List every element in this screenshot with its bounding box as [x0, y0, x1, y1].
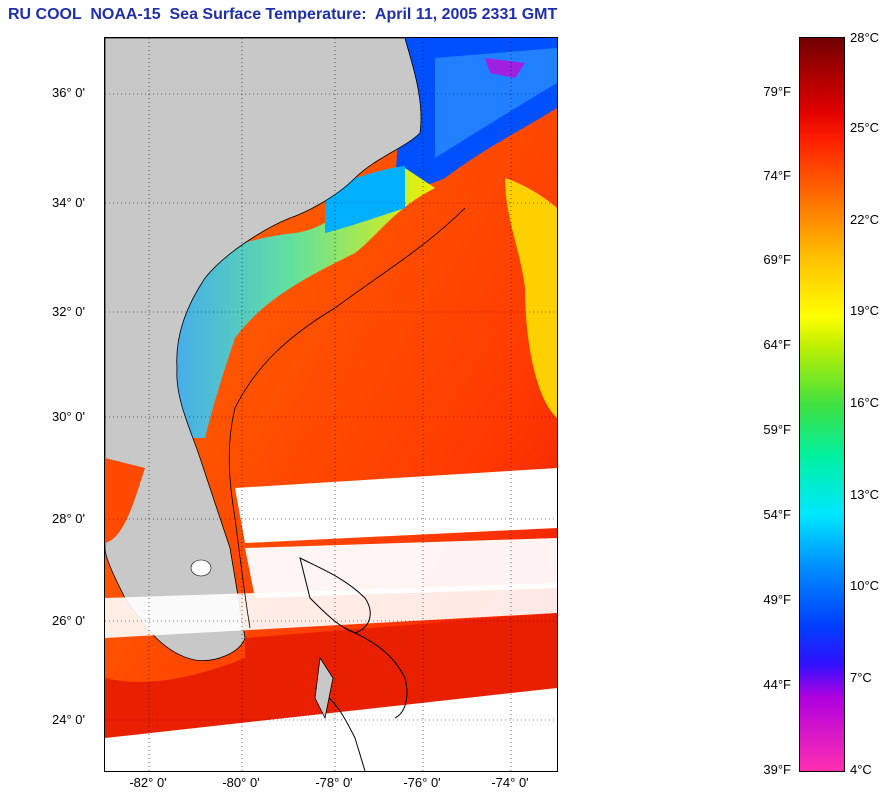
colorbar-fahrenheit-74: 74°F — [763, 168, 791, 183]
map-gridlines — [105, 38, 557, 771]
lat-label-34: 34° 0' — [52, 195, 85, 210]
sst-map[interactable] — [104, 37, 558, 772]
map-title: RU COOL NOAA-15 Sea Surface Temperature:… — [8, 6, 558, 23]
lat-label-36: 36° 0' — [52, 85, 85, 100]
isobath-line — [228, 207, 466, 629]
lon-label-78: -78° 0' — [315, 775, 353, 790]
lake-okeechobee — [190, 559, 212, 577]
colorbar-fahrenheit-44: 44°F — [763, 677, 791, 692]
bahamas-islands — [299, 557, 371, 634]
cloud-band-4 — [105, 688, 557, 771]
colorbar-celsius-25: 25°C — [850, 120, 880, 135]
lon-label-80: -80° 0' — [222, 775, 260, 790]
colorbar-fahrenheit-64: 64°F — [763, 337, 791, 352]
cloud-band-2 — [245, 538, 557, 598]
colorbar-celsius-7: 7°C — [850, 670, 872, 685]
colorbar-fahrenheit-49: 49°F — [763, 592, 791, 607]
cloud-band-3 — [105, 583, 557, 638]
lat-label-26: 26° 0' — [52, 613, 85, 628]
lon-label-76: -76° 0' — [403, 775, 441, 790]
colorbar-fahrenheit-59: 59°F — [763, 422, 791, 437]
colorbar-celsius-10: 10°C — [850, 578, 880, 593]
gulf-water — [105, 458, 145, 543]
colorbar-celsius-19: 19°C — [850, 303, 880, 318]
colorbar-fahrenheit-69: 69°F — [763, 252, 791, 267]
colorbar-celsius-22: 22°C — [850, 212, 880, 227]
color-scale-bar — [799, 37, 845, 772]
colorbar-celsius-28: 28°C — [850, 30, 880, 45]
colorbar-celsius-16: 16°C — [850, 395, 880, 410]
colorbar-fahrenheit-54: 54°F — [763, 507, 791, 522]
lon-label-82: -82° 0' — [129, 775, 167, 790]
lat-label-30: 30° 0' — [52, 409, 85, 424]
cloud-band-1 — [235, 468, 557, 543]
colorbar-fahrenheit-39: 39°F — [763, 762, 791, 777]
colorbar-celsius-4: 4°C — [850, 762, 872, 777]
sst-map-svg — [105, 38, 557, 771]
lat-label-28: 28° 0' — [52, 511, 85, 526]
colorbar-celsius-13: 13°C — [850, 487, 880, 502]
lat-label-24: 24° 0' — [52, 712, 85, 727]
andros-island — [314, 656, 334, 720]
cool-water-north-2 — [435, 48, 557, 158]
land-mass — [105, 38, 422, 661]
magenta-patch — [485, 58, 525, 78]
shelf-water — [145, 168, 435, 438]
lat-label-32: 32° 0' — [52, 304, 85, 319]
bahamas-islands-2 — [344, 627, 408, 719]
yellow-band-east — [505, 178, 557, 418]
lon-label-74: -74° 0' — [491, 775, 529, 790]
colorbar-fahrenheit-79: 79°F — [763, 84, 791, 99]
